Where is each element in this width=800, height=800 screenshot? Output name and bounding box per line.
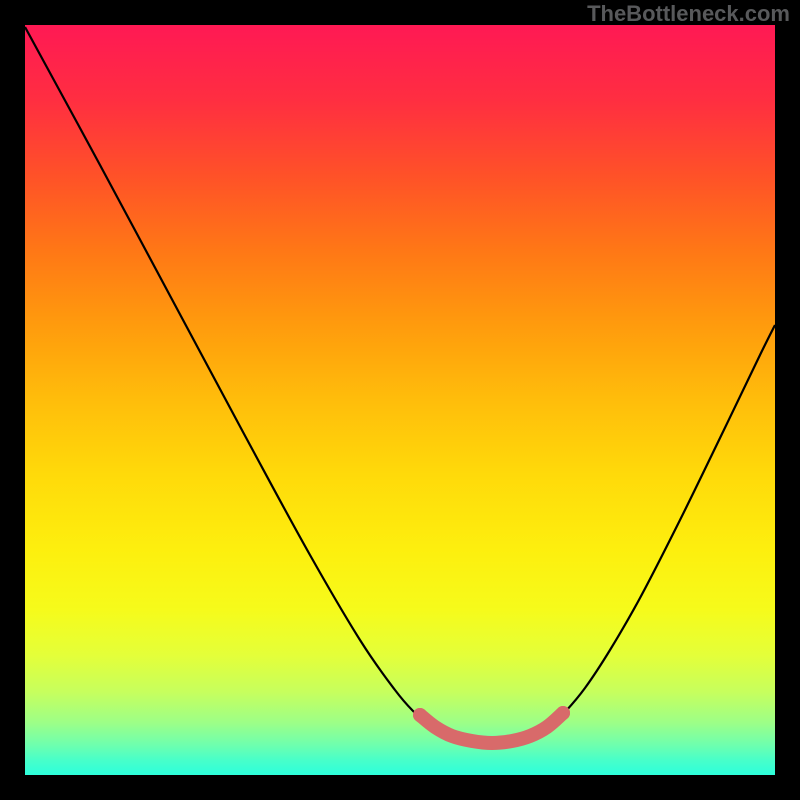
watermark-text: TheBottleneck.com — [587, 1, 790, 27]
gradient-plot-area — [25, 25, 775, 775]
chart-container: TheBottleneck.com — [0, 0, 800, 800]
